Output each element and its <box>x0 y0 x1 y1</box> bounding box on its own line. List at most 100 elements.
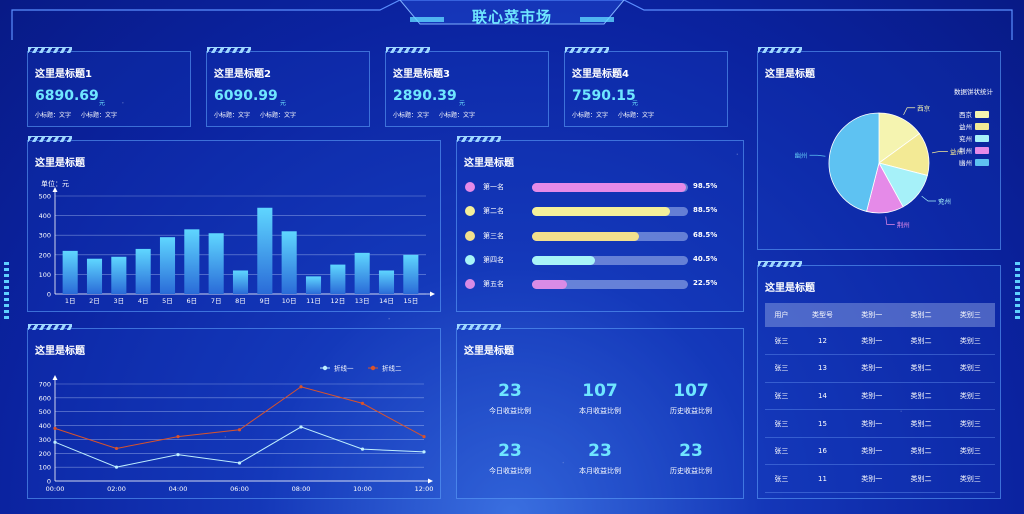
table-header-cell: 类别一 <box>847 303 897 327</box>
kpi-value: 2890.39 <box>393 88 457 104</box>
bar <box>305 276 322 294</box>
rank-dot-icon <box>465 206 475 216</box>
pie-legend-title: 数据饼状统计 <box>954 87 994 96</box>
kpi-unit: 元 <box>459 100 466 107</box>
pie-leader-line <box>931 151 948 154</box>
bar-y-tick-label: 300 <box>39 232 51 240</box>
kpi-subtitle: 小标题：文字 <box>260 112 297 119</box>
line-x-tick-label: 04:00 <box>169 485 188 493</box>
stat-value: 23 <box>498 381 522 401</box>
line-point <box>237 461 242 465</box>
line-legend-label: 折线一 <box>334 364 354 373</box>
pie-legend-label: 荆州 <box>959 146 972 155</box>
table-cell: 类别一 <box>847 464 897 494</box>
rank-label: 第四名 <box>483 256 504 264</box>
table-row: 张三 11 类别一 类别二 类别三 <box>765 464 995 494</box>
bar <box>330 264 346 294</box>
rank-label: 第三名 <box>483 232 504 240</box>
table-cell: 14 <box>797 382 848 411</box>
pie-leader-line <box>921 195 936 202</box>
table-cell: 类别一 <box>847 437 897 466</box>
panel-tab-decoration <box>758 47 802 53</box>
kpi-subtitle: 小标题：文字 <box>439 112 476 119</box>
rank-percent: 68.5% <box>693 231 718 239</box>
table-cell: 张三 <box>765 409 798 438</box>
rank-dot-icon <box>465 279 475 289</box>
table-cell: 类别一 <box>847 409 897 438</box>
rank-row: 第一名 98.5% <box>465 180 721 194</box>
stat-label: 今日收益比例 <box>489 467 531 475</box>
panel-title: 这里是标题 <box>464 346 514 357</box>
kpi-value: 6890.69 <box>35 88 99 104</box>
kpi-subtitle: 小标题：文字 <box>393 112 430 119</box>
table-cell: 类别一 <box>847 327 897 356</box>
panel-title: 这里是标题 <box>35 158 85 169</box>
pie-legend-label: 兖州 <box>959 134 972 143</box>
table-header-cell: 类别二 <box>896 303 946 327</box>
line-point <box>422 450 426 454</box>
bar-x-tick-label: 13日 <box>355 297 370 305</box>
pie-chart-panel: 这里是标题 数据饼状统计 西京 西京 益州 益州 兖州 兖州 荆州 荆州 幽州 幽州 <box>757 47 1001 250</box>
kpi-title: 这里是标题3 <box>393 69 450 80</box>
bar <box>62 250 78 294</box>
line-y-tick-label: 100 <box>39 464 51 472</box>
bar <box>159 237 176 294</box>
kpi-title: 这里是标题1 <box>35 69 92 80</box>
pie-leader-line <box>809 154 826 157</box>
line-chart-panel: 这里是标题 0 100 200 300 400 500 600 700 00:00 02:00 04… <box>27 324 441 499</box>
bar-x-tick-label: 5日 <box>162 297 173 305</box>
bar-x-tick-label: 8日 <box>235 297 246 305</box>
rank-percent: 88.5% <box>693 206 718 214</box>
kpi-subtitle: 小标题：文字 <box>81 112 118 119</box>
stat-value: 23 <box>498 441 522 461</box>
table-header-cell: 类型号 <box>797 303 848 327</box>
rank-progress-track <box>532 183 688 192</box>
bar <box>86 258 103 294</box>
line-x-tick-label: 08:00 <box>292 485 311 493</box>
rank-progress-track <box>532 256 688 265</box>
kpi-unit: 元 <box>280 100 287 107</box>
rank-progress-fill <box>532 232 639 241</box>
bar <box>208 233 224 294</box>
stats-panel: 这里是标题 23 今日收益比例 107 本月收益比例 107 历史收益比例 23… <box>456 324 744 499</box>
bar-x-tick-label: 4日 <box>138 297 149 305</box>
bar-y-tick-label: 0 <box>47 291 51 299</box>
line-x-tick-label: 00:00 <box>46 485 65 493</box>
bar-chart-panel: 这里是标题 单位：元 0 100 200 300 400 500 1日 2日 3日 4日 5日 6日 7… <box>27 136 441 312</box>
panel-tab-decoration <box>28 136 72 142</box>
stat-value: 107 <box>673 381 709 401</box>
table-row: 张三 15 类别一 类别二 类别三 <box>765 409 995 438</box>
pie-legend-swatch <box>975 123 989 130</box>
line-y-tick-label: 200 <box>39 450 51 458</box>
pie-legend-swatch <box>975 147 989 154</box>
rank-row: 第四名 40.5% <box>465 253 721 267</box>
bar-x-tick-label: 2日 <box>89 297 100 305</box>
stat-label: 今日收益比例 <box>489 407 531 415</box>
rank-row: 第二名 88.5% <box>465 204 721 218</box>
rank-label: 第一名 <box>483 183 504 191</box>
app-title: 联心菜市场 <box>471 8 552 26</box>
panel-tab-decoration <box>207 47 251 53</box>
rank-progress-fill <box>532 280 568 289</box>
line-y-axis-arrow <box>52 375 58 380</box>
stat-label: 本月收益比例 <box>579 407 621 415</box>
rank-percent: 22.5% <box>693 279 718 287</box>
bar-y-tick-label: 200 <box>39 251 51 259</box>
stat-label: 本月收益比例 <box>579 467 621 475</box>
table-cell: 类别二 <box>896 464 946 494</box>
stat-value: 23 <box>679 441 703 461</box>
table-row: 张三 13 类别一 类别二 类别三 <box>765 354 995 383</box>
bar-x-tick-label: 10日 <box>282 297 297 305</box>
table-cell: 类别三 <box>945 464 995 494</box>
rank-progress-fill <box>532 207 671 216</box>
stat-value: 107 <box>582 381 618 401</box>
pie-legend-label: 幽州 <box>959 158 972 167</box>
panel-title: 这里是标题 <box>765 69 815 80</box>
line-point <box>360 447 365 451</box>
bar-x-tick-label: 3日 <box>114 297 125 305</box>
pie-legend-label: 益州 <box>959 122 972 131</box>
kpi-card-2: 这里是标题2 6090.99 元 小标题：文字 小标题：文字 <box>206 47 370 127</box>
pie-slice-label: 幽州 <box>794 151 807 160</box>
line-legend-label: 折线二 <box>382 364 402 373</box>
kpi-value: 7590.15 <box>572 88 636 104</box>
